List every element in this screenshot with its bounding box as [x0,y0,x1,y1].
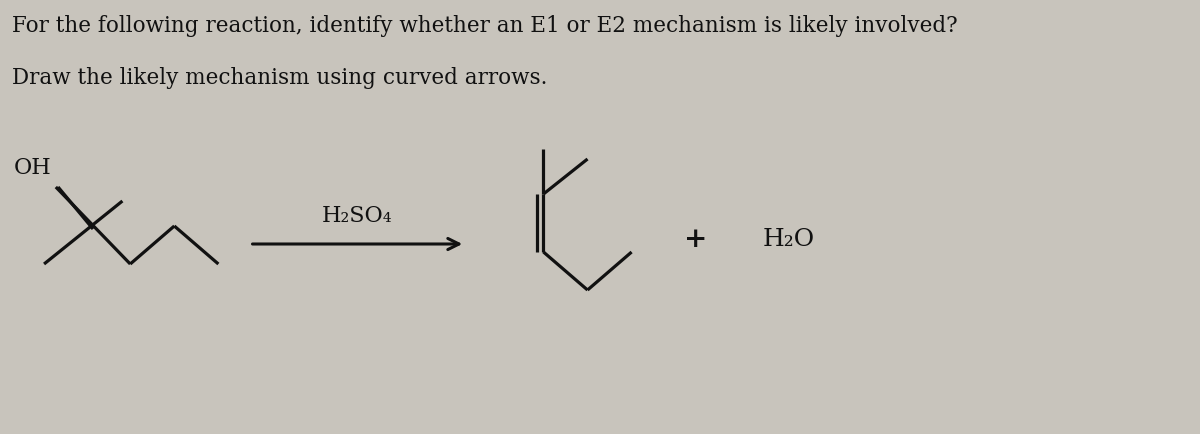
Text: H₂SO₄: H₂SO₄ [322,204,392,227]
Text: OH: OH [14,157,52,178]
Text: H₂O: H₂O [762,228,815,251]
Text: For the following reaction, identify whether an E1 or E2 mechanism is likely inv: For the following reaction, identify whe… [12,15,958,37]
Text: Draw the likely mechanism using curved arrows.: Draw the likely mechanism using curved a… [12,67,547,89]
Text: +: + [684,226,707,253]
